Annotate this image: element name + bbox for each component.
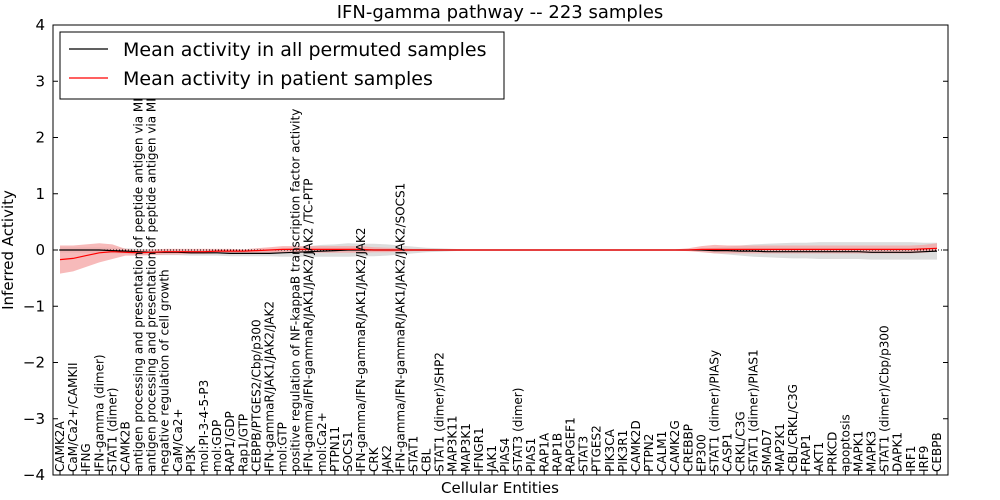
category-label: CaM/Ca2+/CAMKII bbox=[66, 363, 80, 472]
category-label: mol:Ca2+ bbox=[315, 412, 329, 472]
category-label: STAT1 (dimer) bbox=[105, 388, 119, 472]
category-label: MAP2K1 bbox=[773, 423, 787, 472]
category-label: antigen processing and presentation of p… bbox=[132, 43, 146, 472]
category-label: STAT1 (dimer)/PIAS1 bbox=[747, 349, 761, 472]
category-label: apoptosis bbox=[838, 414, 852, 472]
category-label: CaM/Ca2+ bbox=[171, 408, 185, 472]
category-label: STAT1 bbox=[406, 436, 420, 472]
category-label: CAMK2B bbox=[118, 421, 132, 472]
category-labels: CAMK2A CaM/Ca2+/CAMKII IFNG IFN-gamma (dime… bbox=[53, 40, 944, 475]
category-label: SOCS1 bbox=[341, 431, 355, 472]
chart-title: IFN-gamma pathway -- 223 samples bbox=[337, 2, 664, 23]
y-tick-label: 2 bbox=[35, 129, 45, 147]
category-label: CASP1 bbox=[721, 433, 735, 472]
category-label: negative regulation of cell growth bbox=[158, 269, 172, 472]
category-label: SMAD7 bbox=[760, 429, 774, 472]
category-label: MAP3K11 bbox=[446, 415, 460, 472]
confidence-bands bbox=[60, 242, 937, 274]
category-label: CBL bbox=[420, 448, 434, 472]
band-permuted bbox=[60, 242, 937, 260]
category-label: mol:GTP bbox=[276, 422, 290, 472]
legend-label-permuted: Mean activity in all permuted samples bbox=[123, 39, 486, 61]
category-label: IRF1 bbox=[904, 446, 918, 472]
category-label: CREBBP bbox=[681, 424, 695, 472]
y-tick-label: 1 bbox=[35, 185, 45, 203]
y-axis-ticks: 4 3 2 1 0 −1 −2 −3 −4 bbox=[23, 16, 948, 484]
category-label: MAPK1 bbox=[852, 431, 866, 472]
category-label: IRF9 bbox=[917, 446, 931, 472]
category-label: RAP1B bbox=[550, 433, 564, 472]
category-label: IFNG bbox=[79, 443, 93, 472]
y-tick-label: 0 bbox=[35, 241, 45, 259]
category-label: DAPK1 bbox=[891, 432, 905, 472]
category-label: PTPN2 bbox=[642, 434, 656, 472]
category-label: PTGES2 bbox=[590, 425, 604, 472]
category-label: CEBPB/PTGES2/Cbp/p300 bbox=[249, 319, 263, 472]
x-axis-label: Cellular Entities bbox=[441, 479, 559, 497]
legend: Mean activity in all permuted samples Me… bbox=[59, 31, 505, 100]
category-label: EP300 bbox=[694, 434, 708, 472]
category-label: PRKCD bbox=[825, 432, 839, 472]
category-label: AKT1 bbox=[812, 442, 826, 472]
category-label: STAT1 (dimer)/PIASy bbox=[708, 350, 722, 472]
y-tick-label: −3 bbox=[23, 410, 45, 428]
category-label: PIAS1 bbox=[524, 438, 538, 472]
category-label: STAT1 (dimer)/Cbp/p300 bbox=[878, 325, 892, 472]
category-label: PI3K bbox=[184, 445, 198, 472]
category-label: antigen processing and presentation of p… bbox=[145, 40, 159, 472]
category-label: CRKL/C3G bbox=[734, 411, 748, 472]
category-label: CAMK2A bbox=[53, 421, 67, 472]
legend-label-patient: Mean activity in patient samples bbox=[123, 68, 433, 90]
series-lines bbox=[59, 247, 938, 261]
band-patient bbox=[60, 243, 937, 274]
category-label: JAK1 bbox=[485, 445, 499, 473]
category-label: PIAS4 bbox=[498, 438, 512, 472]
y-tick-label: 3 bbox=[35, 72, 45, 90]
category-label: mol:PI-3-4-5-P3 bbox=[197, 380, 211, 472]
category-label: CBL/CRKL/C3G bbox=[786, 384, 800, 472]
category-label: IFN-gammaR/JAK1/JAK2/JAK2 bbox=[262, 301, 276, 472]
category-label: STAT3 (dimer) bbox=[511, 388, 525, 472]
category-label: PTPN11 bbox=[328, 426, 342, 472]
category-label: FRAP1 bbox=[799, 434, 813, 472]
category-label: MAPK3 bbox=[865, 431, 879, 472]
category-label: RAPGEF1 bbox=[564, 417, 578, 472]
category-label: STAT3 bbox=[577, 436, 591, 472]
category-label: IFNGR1 bbox=[472, 427, 486, 472]
category-label: PIK3R1 bbox=[616, 430, 630, 472]
y-tick-label: −2 bbox=[23, 354, 45, 372]
category-label: CRK bbox=[367, 446, 381, 472]
legend-box bbox=[59, 31, 505, 100]
category-label: MAP3K1 bbox=[459, 423, 473, 472]
y-tick-label: 4 bbox=[35, 16, 45, 34]
category-label: Rap1/GTP bbox=[236, 414, 250, 472]
category-label: IFN-gamma/IFN-gammaR/JAK1/JAK2/JAK2/SOCS… bbox=[393, 183, 407, 472]
category-label: IFN-gamma (dimer) bbox=[92, 354, 106, 472]
line-patient bbox=[59, 247, 938, 261]
category-label: PIK3CA bbox=[603, 428, 617, 472]
category-label: STAT1 (dimer)/SHP2 bbox=[433, 352, 447, 472]
category-label: IFN-gamma/IFN-gammaR/JAK1/JAK2/JAK2 bbox=[354, 227, 368, 472]
category-label: RAP1/GDP bbox=[223, 411, 237, 472]
category-label: positive regulation of NF-kappaB transcr… bbox=[289, 109, 303, 472]
y-tick-label: −1 bbox=[23, 297, 45, 315]
category-label: mol:GDP bbox=[210, 420, 224, 472]
category-label: RAP1A bbox=[537, 432, 551, 472]
category-label: CEBPB bbox=[930, 432, 944, 472]
category-label: CALM1 bbox=[655, 431, 669, 472]
y-axis-label: Inferred Activity bbox=[0, 190, 17, 310]
category-label: JAK2 bbox=[380, 445, 394, 473]
category-label: IFN-gamma/IFN-gammaR/JAK1/JAK2/JAK2 /TC-… bbox=[302, 178, 316, 472]
category-label: CAMK2D bbox=[629, 420, 643, 472]
category-label: CAMK2G bbox=[668, 420, 682, 472]
y-tick-label: −4 bbox=[23, 466, 45, 484]
